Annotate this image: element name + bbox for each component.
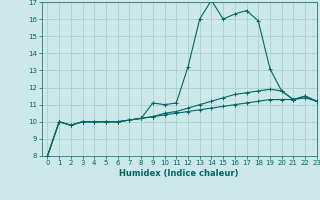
X-axis label: Humidex (Indice chaleur): Humidex (Indice chaleur) bbox=[119, 169, 239, 178]
